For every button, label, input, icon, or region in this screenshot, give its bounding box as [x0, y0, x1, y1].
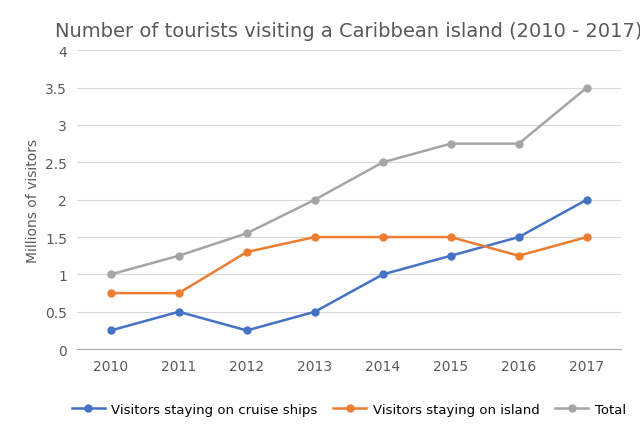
- Total: [243, 231, 251, 236]
- Visitors staying on island: [583, 235, 591, 240]
- Title: Number of tourists visiting a Caribbean island (2010 - 2017): Number of tourists visiting a Caribbean …: [55, 22, 640, 41]
- Total: [175, 253, 182, 259]
- Visitors staying on cruise ships: [107, 328, 115, 333]
- Visitors staying on cruise ships: [379, 272, 387, 277]
- Visitors staying on cruise ships: [515, 235, 523, 240]
- Visitors staying on island: [447, 235, 454, 240]
- Total: [379, 160, 387, 165]
- Y-axis label: Millions of visitors: Millions of visitors: [26, 138, 40, 262]
- Visitors staying on cruise ships: [175, 309, 182, 314]
- Visitors staying on cruise ships: [311, 309, 319, 314]
- Visitors staying on island: [107, 291, 115, 296]
- Visitors staying on cruise ships: [243, 328, 251, 333]
- Line: Visitors staying on island: Visitors staying on island: [108, 234, 590, 297]
- Total: [107, 272, 115, 277]
- Line: Visitors staying on cruise ships: Visitors staying on cruise ships: [108, 197, 590, 334]
- Total: [583, 86, 591, 91]
- Visitors staying on island: [515, 253, 523, 259]
- Total: [311, 198, 319, 203]
- Visitors staying on cruise ships: [583, 198, 591, 203]
- Total: [447, 142, 454, 147]
- Visitors staying on island: [175, 291, 182, 296]
- Line: Total: Total: [108, 85, 590, 278]
- Visitors staying on island: [311, 235, 319, 240]
- Visitors staying on island: [379, 235, 387, 240]
- Total: [515, 142, 523, 147]
- Visitors staying on cruise ships: [447, 253, 454, 259]
- Visitors staying on island: [243, 250, 251, 255]
- Legend: Visitors staying on cruise ships, Visitors staying on island, Total: Visitors staying on cruise ships, Visito…: [67, 397, 631, 421]
